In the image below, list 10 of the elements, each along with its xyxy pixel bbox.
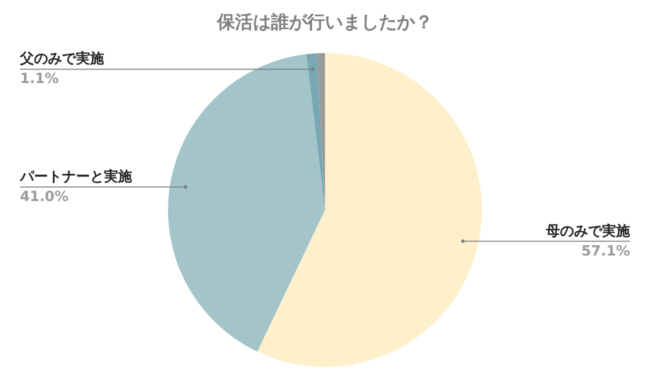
pie-slice — [168, 54, 325, 352]
slice-label: 母のみで実施 — [545, 222, 631, 240]
pie-slice — [257, 53, 482, 367]
data-label: 1.1% — [20, 71, 59, 88]
slice-label: 父のみで実施 — [19, 50, 105, 68]
data-label: 57.1% — [581, 243, 630, 260]
chart-title: 保活は誰が行いましたか？ — [216, 12, 433, 33]
pie-slice — [306, 53, 325, 210]
data-label: 41.0% — [20, 189, 69, 206]
slice-label: パートナーと実施 — [19, 168, 133, 186]
